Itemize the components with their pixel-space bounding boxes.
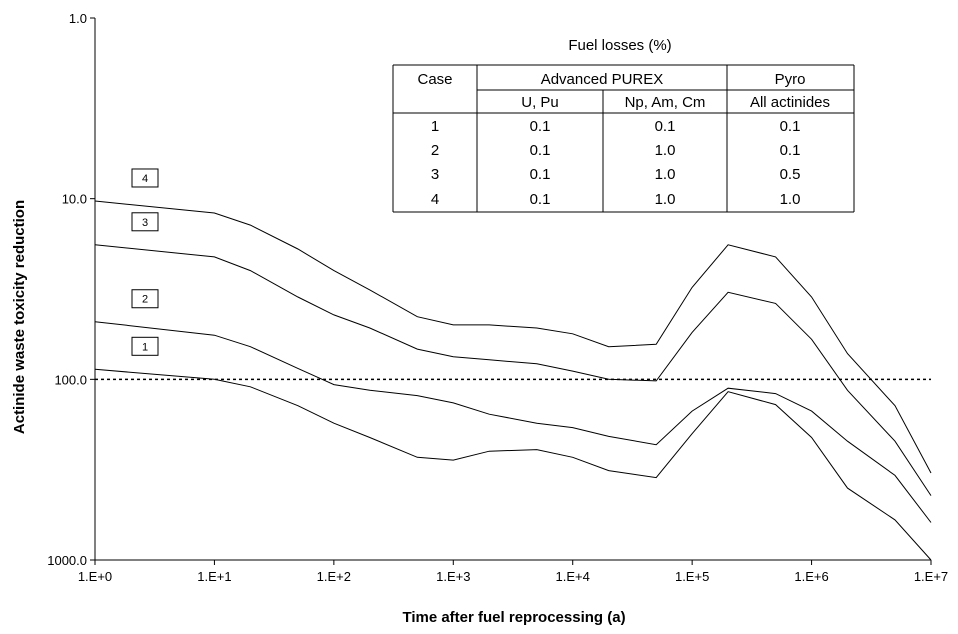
x-tick-label: 1.E+0 <box>78 569 112 584</box>
table-cell: 0.1 <box>530 142 551 159</box>
y-tick-label: 100.0 <box>54 372 87 387</box>
table-header-pyro: Pyro <box>775 71 806 88</box>
x-tick-label: 1.E+3 <box>436 569 470 584</box>
table-cell: 1.0 <box>655 166 676 183</box>
case-label-box-3 <box>131 212 159 232</box>
table-cell: 0.1 <box>530 191 551 208</box>
y-tick-label: 1000.0 <box>47 553 87 568</box>
y-axis-title: Actinide waste toxicity reduction <box>11 200 28 434</box>
table-row: 2 0.1 1.0 0.1 <box>431 142 801 159</box>
table-cell: 0.5 <box>780 166 801 183</box>
table-cell: 1.0 <box>655 142 676 159</box>
table-row: 3 0.1 1.0 0.5 <box>431 166 801 183</box>
table-header-purex: Advanced PUREX <box>541 71 664 88</box>
case-label-box-1 <box>131 336 159 356</box>
table-cell: 1 <box>431 118 439 135</box>
table-cell: 1.0 <box>780 191 801 208</box>
series-line-case-4 <box>94 200 932 474</box>
x-tick-label: 1.E+2 <box>317 569 351 584</box>
table-cell: 0.1 <box>655 118 676 135</box>
y-tick-label: 10.0 <box>62 192 87 207</box>
series-line-case-2 <box>94 321 932 523</box>
case-label-2: 2 <box>142 294 148 306</box>
table-sub-actinides: All actinides <box>750 94 830 111</box>
table-sub-npamcm: Np, Am, Cm <box>625 94 706 111</box>
x-tick-label: 1.E+1 <box>197 569 231 584</box>
case-label-4: 4 <box>142 173 148 185</box>
table-sub-upu: U, Pu <box>521 94 559 111</box>
x-tick-label: 1.E+7 <box>914 569 948 584</box>
table-cell: 0.1 <box>530 118 551 135</box>
table-cell: 0.1 <box>780 142 801 159</box>
table-cell: 1.0 <box>655 191 676 208</box>
case-labels: 1 2 3 4 <box>131 168 159 356</box>
series-line-case-1 <box>94 368 932 561</box>
table-cell: 0.1 <box>530 166 551 183</box>
table-cell: 0.1 <box>780 118 801 135</box>
table-header-case: Case <box>417 71 452 88</box>
series-line-case-3 <box>94 244 932 496</box>
case-label-box-4 <box>131 168 159 188</box>
axes: 1.E+0 1.E+1 1.E+2 1.E+3 1.E+4 1.E+5 1.E+6 1.E+7… <box>47 11 948 584</box>
table-title: Fuel losses (%) <box>568 37 671 54</box>
y-tick-label: 1.0 <box>69 11 87 26</box>
x-tick-label: 1.E+5 <box>675 569 709 584</box>
x-tick-label: 1.E+4 <box>556 569 590 584</box>
x-axis-title: Time after fuel reprocessing (a) <box>402 609 625 626</box>
case-label-1: 1 <box>142 341 148 353</box>
table-cell: 3 <box>431 166 439 183</box>
fuel-losses-table: Fuel losses (%) Case Advanced PUREX Pyro… <box>392 37 855 213</box>
case-label-3: 3 <box>142 217 148 229</box>
table-cell: 2 <box>431 142 439 159</box>
table-cell: 4 <box>431 191 439 208</box>
table-row: 1 0.1 0.1 0.1 <box>431 118 801 135</box>
x-tick-label: 1.E+6 <box>794 569 828 584</box>
table-row: 4 0.1 1.0 1.0 <box>431 191 801 208</box>
curves <box>94 200 932 561</box>
case-label-box-2 <box>131 289 159 309</box>
